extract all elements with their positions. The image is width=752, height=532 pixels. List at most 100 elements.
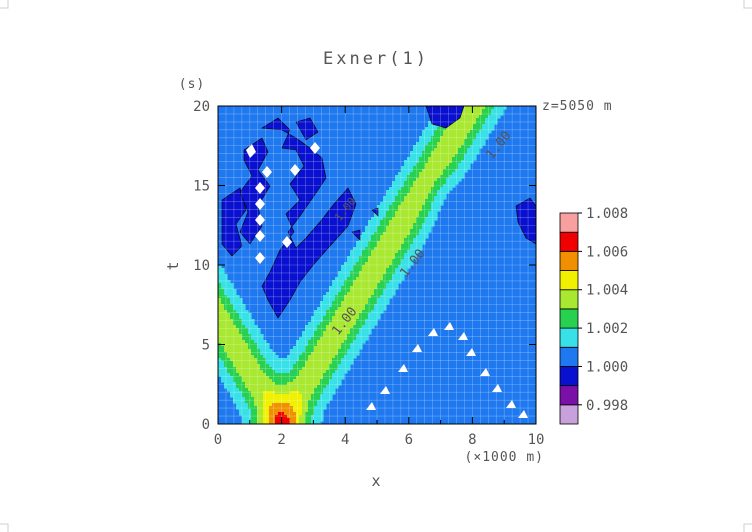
contour-cell: [431, 139, 441, 143]
contour-cell: [401, 262, 414, 266]
contour-cell: [410, 229, 420, 233]
contour-cell: [239, 331, 249, 335]
contour-cell: [434, 184, 444, 188]
contour-cell: [356, 334, 369, 338]
contour-cell: [257, 409, 264, 413]
contour-cell: [455, 169, 468, 173]
contour-cell: [407, 250, 420, 254]
contour-cell: [314, 334, 324, 338]
contour-cell: [434, 133, 444, 137]
contour-cell: [353, 283, 378, 287]
colorbar-swatch: [559, 366, 579, 387]
contour-cell: [428, 142, 438, 146]
y-axis-unit: (s): [179, 77, 205, 92]
contour-cell: [242, 334, 252, 338]
contour-cell: [446, 181, 459, 185]
contour-cell: [419, 232, 429, 236]
contour-cell: [245, 385, 318, 389]
contour-cell: [425, 199, 435, 203]
contour-cell: [350, 286, 378, 290]
contour-cell: [224, 385, 237, 389]
contour-cell: [308, 403, 318, 407]
contour-cell: [404, 196, 429, 200]
contour-cell: [389, 187, 402, 191]
contour-cell: [401, 169, 414, 173]
contour-cell: [326, 313, 336, 317]
contour-cell: [311, 418, 324, 422]
contour-cell: [446, 178, 462, 182]
contour-cell: [437, 145, 462, 149]
contour-cell: [335, 295, 345, 299]
contour-cell: [323, 373, 333, 377]
contour-cell: [350, 274, 360, 278]
contour-cell: [368, 301, 378, 305]
contour-cell: [218, 367, 228, 371]
contour-cell: [311, 397, 321, 401]
contour-cell: [242, 337, 252, 341]
contour-cell: [368, 241, 378, 245]
contour-cell: [314, 412, 324, 416]
contour-cell: [407, 157, 420, 161]
contour-cell: [380, 295, 393, 299]
contour-cell: [425, 220, 435, 224]
colorbar-label: 1.008: [586, 206, 628, 222]
contour-cell: [389, 220, 417, 224]
contour-cell: [302, 397, 312, 401]
contour-cell: [308, 409, 315, 413]
contour-cell: [218, 346, 225, 350]
contour-cell: [449, 124, 474, 128]
contour-cell: [302, 367, 330, 371]
contour-cell: [422, 133, 435, 137]
contour-cell: [413, 169, 423, 173]
contour-cell: [218, 292, 225, 296]
contour-cell: [410, 187, 432, 191]
contour-cell: [428, 157, 453, 161]
contour-cell: [332, 301, 342, 305]
contour-cell: [239, 328, 249, 332]
contour-cell: [398, 190, 411, 194]
contour-cell: [332, 319, 357, 323]
contour-cell: [386, 190, 399, 194]
contour-cell: [365, 322, 378, 326]
contour-cell: [302, 394, 312, 398]
contour-cell: [410, 154, 423, 158]
contour-cell: [242, 379, 273, 383]
contour-cell: [419, 229, 432, 233]
contour-cell: [473, 124, 483, 128]
contour-cell: [275, 415, 288, 419]
contour-cell: [344, 355, 357, 359]
contour-cell: [350, 289, 375, 293]
colorbar-swatch: [559, 289, 579, 310]
contour-cell: [275, 421, 291, 424]
x-axis-label: x: [371, 472, 380, 490]
contour-cell: [386, 286, 399, 290]
contour-cell: [431, 154, 456, 158]
contour-cell: [263, 403, 273, 407]
contour-cell: [353, 340, 366, 344]
contour-cell: [329, 379, 342, 383]
contour-cell: [347, 352, 360, 356]
contour-cell: [383, 292, 396, 296]
contour-cell: [380, 220, 390, 224]
contour-cell: [293, 346, 306, 350]
contour-cell: [446, 166, 459, 170]
contour-cell: [221, 379, 234, 383]
contour-cell: [335, 355, 345, 359]
contour-cell: [365, 319, 378, 323]
contour-cell: [218, 358, 222, 362]
contour-cell: [392, 274, 405, 278]
contour-cell: [380, 223, 390, 227]
contour-cell: [386, 226, 414, 230]
contour-cell: [236, 367, 261, 371]
contour-cell: [224, 346, 249, 350]
contour-cell: [239, 412, 252, 416]
contour-cell: [233, 307, 246, 311]
contour-cell: [437, 193, 447, 197]
contour-cell: [422, 130, 435, 134]
contour-cell: [344, 298, 369, 302]
contour-cell: [218, 298, 222, 302]
contour-cell: [302, 403, 309, 407]
contour-cell: [386, 268, 396, 272]
contour-cell: [371, 217, 384, 221]
